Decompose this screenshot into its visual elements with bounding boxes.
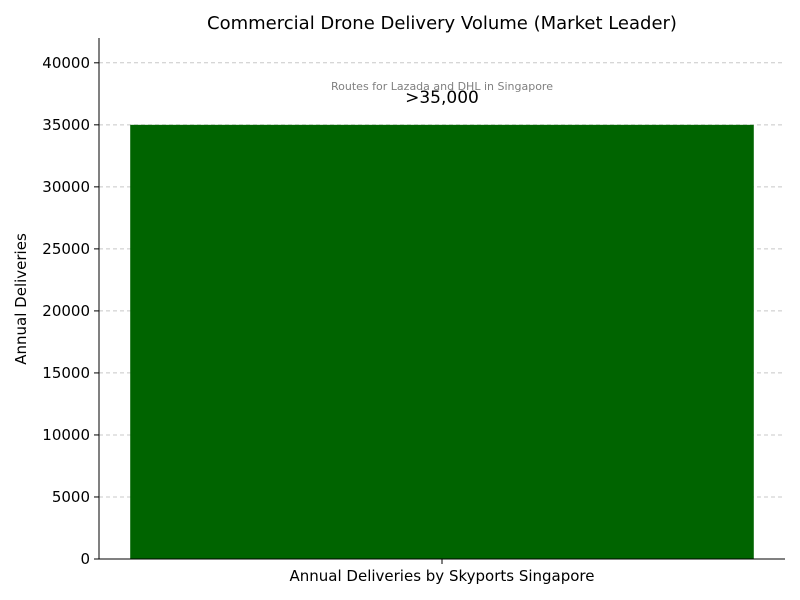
y-ticks: 0 5000 10000 15000 20000 25000 30000 35000 40000 [42, 54, 99, 568]
y-tick-label: 40000 [42, 54, 90, 72]
chart-title: Commercial Drone Delivery Volume (Market… [207, 13, 677, 34]
data-labels: >35,000 [405, 88, 479, 108]
y-tick-label: 25000 [42, 240, 90, 258]
bar-data-label: >35,000 [405, 88, 479, 108]
y-tick-label: 5000 [52, 488, 90, 506]
y-axis-label: Annual Deliveries [12, 233, 30, 365]
chart-annotation: Routes for Lazada and DHL in Singapore [331, 80, 553, 93]
y-tick-label: 15000 [42, 364, 90, 382]
bar [130, 124, 754, 559]
x-tick-label: Annual Deliveries by Skyports Singapore [290, 567, 595, 585]
y-tick-label: 20000 [42, 302, 90, 320]
x-ticks: Annual Deliveries by Skyports Singapore [290, 559, 595, 585]
bars [130, 124, 754, 559]
y-tick-label: 30000 [42, 178, 90, 196]
y-tick-label: 0 [80, 550, 90, 568]
y-tick-label: 35000 [42, 116, 90, 134]
y-tick-label: 10000 [42, 426, 90, 444]
